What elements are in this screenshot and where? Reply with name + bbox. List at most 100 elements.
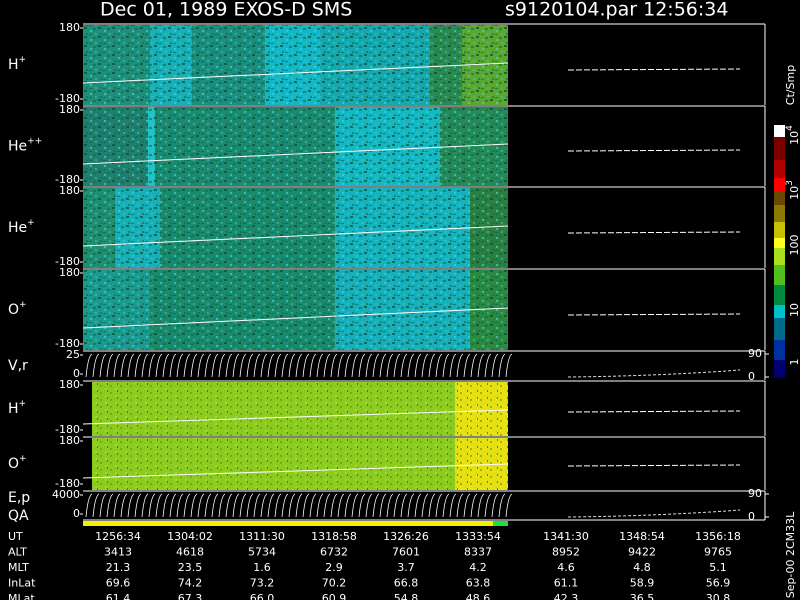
table-cell: 30.8 <box>706 592 731 600</box>
table-cell: 74.2 <box>178 577 203 590</box>
table-cell: 4.6 <box>557 561 575 574</box>
colorbar-segment <box>774 305 785 318</box>
row-name: MLat <box>8 592 35 600</box>
y2-tick-label: 0 <box>748 510 755 523</box>
parameter-trace <box>85 493 513 518</box>
label: O+ <box>8 454 27 473</box>
table-cell: 3.7 <box>397 561 415 574</box>
label-base: O <box>8 302 19 318</box>
spectrogram-texture <box>83 25 508 105</box>
label-base: 10 <box>788 131 800 145</box>
colorbar-segment <box>774 192 785 205</box>
table-cell: 5.1 <box>709 561 727 574</box>
y2-tick-label: 90 <box>748 487 762 500</box>
pitch-trace <box>82 307 509 329</box>
spectrogram-texture <box>92 382 508 436</box>
table-cell: 36.5 <box>630 592 655 600</box>
y-tick-label: 180 <box>59 266 80 279</box>
colorbar-segment <box>774 178 785 192</box>
table-cell: 1333:54 <box>455 530 501 543</box>
parameter-trace <box>85 353 513 378</box>
colorbar-segment <box>774 137 785 160</box>
y-tick-label: 180 <box>59 21 80 34</box>
colorbar-segment <box>774 125 785 137</box>
table-cell: 21.3 <box>106 561 131 574</box>
label: H+ <box>8 399 26 418</box>
file-time: s9120104.par 12:56:34 <box>505 0 728 21</box>
label-sup: + <box>19 399 27 409</box>
table-cell: 63.8 <box>466 577 491 590</box>
y-tick-label: 0 <box>73 367 80 380</box>
table-cell: 1348:54 <box>619 530 665 543</box>
row-name: ALT <box>8 546 27 559</box>
table-cell: 1311:30 <box>239 530 285 543</box>
colorbar-segment <box>774 160 785 178</box>
label: He+ <box>8 218 35 237</box>
spectrogram-texture <box>83 107 508 186</box>
label: 103 <box>785 180 800 200</box>
footer-note: Sep-00 2CM33L <box>784 511 797 598</box>
table-cell: 1341:30 <box>543 530 589 543</box>
colorbar-segment <box>774 248 785 265</box>
right-trace <box>567 369 741 378</box>
table-cell: 54.8 <box>394 592 419 600</box>
y-tick-label: 25 <box>66 348 80 361</box>
spectrogram-texture <box>92 438 508 490</box>
right-trace <box>567 313 741 316</box>
y-tick-label: -180 <box>55 423 80 436</box>
colorbar-segment <box>774 265 785 285</box>
table-cell: 61.1 <box>554 577 579 590</box>
y-tick-label: -180 <box>55 337 80 350</box>
label: O+ <box>8 300 27 319</box>
spectrogram-texture <box>83 188 508 268</box>
right-trace <box>567 231 741 234</box>
row-name: MLT <box>8 561 29 574</box>
right-trace <box>567 464 741 467</box>
colorbar-segment <box>774 340 785 360</box>
table-cell: 66.0 <box>250 592 275 600</box>
row-name: UT <box>8 530 23 543</box>
y-tick-label: 180 <box>59 434 80 447</box>
label-base: 10 <box>788 303 800 317</box>
table-cell: 1318:58 <box>311 530 357 543</box>
table-cell: 23.5 <box>178 561 203 574</box>
pitch-trace <box>82 62 509 84</box>
table-cell: 73.2 <box>250 577 275 590</box>
table-cell: 1304:02 <box>167 530 213 543</box>
table-cell: 70.2 <box>322 577 347 590</box>
label-sup: + <box>27 218 35 228</box>
y-tick-label: 180 <box>59 184 80 197</box>
table-cell: 1326:26 <box>383 530 429 543</box>
colorbar-segment <box>774 205 785 222</box>
table-cell: 4618 <box>176 546 204 559</box>
pitch-trace <box>82 409 509 425</box>
table-cell: 4.8 <box>633 561 651 574</box>
right-trace <box>567 68 741 71</box>
y-tick-label: -180 <box>55 173 80 186</box>
colorbar-title: Ct/Smp <box>784 65 797 105</box>
table-cell: 42.3 <box>554 592 579 600</box>
table-cell: 1256:34 <box>95 530 141 543</box>
label-base: 100 <box>788 235 800 256</box>
y-tick-label: 180 <box>59 103 80 116</box>
label-sup: ++ <box>27 136 42 146</box>
table-cell: 58.9 <box>630 577 655 590</box>
table-cell: 1.6 <box>253 561 271 574</box>
row-name: InLat <box>8 577 36 590</box>
label: 10 <box>788 303 800 317</box>
label-base: V,r <box>8 358 28 374</box>
y-tick-label: 0 <box>73 507 80 520</box>
label-line2: QA <box>8 508 29 524</box>
y-tick-label: 180 <box>59 378 80 391</box>
label: 104 <box>785 125 800 145</box>
label: He++ <box>8 136 42 155</box>
label-sup: + <box>19 454 27 464</box>
table-cell: 56.9 <box>706 577 731 590</box>
label-sup: 4 <box>785 125 795 131</box>
label: 100 <box>788 235 800 256</box>
label-base: He <box>8 220 27 236</box>
colorbar-segment <box>774 238 785 248</box>
label-base: H <box>8 57 19 73</box>
table-cell: 61.4 <box>106 592 131 600</box>
label-base: O <box>8 456 19 472</box>
